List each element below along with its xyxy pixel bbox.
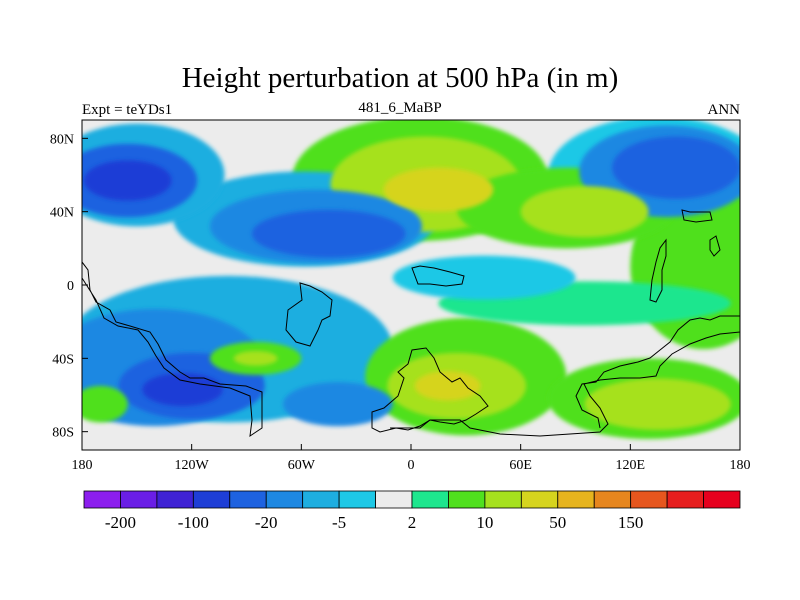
contour-region [383, 167, 494, 212]
colorbar-label: 10 [476, 513, 493, 532]
contour-region [612, 136, 740, 199]
axes: 180 120W 60W 0 60E 120E 180 80N 40N 0 40S 80S [50, 132, 751, 473]
case-label: 481_6_MaBP [358, 100, 442, 116]
colorbar-label: 50 [549, 513, 566, 532]
contour-region [520, 186, 649, 238]
y-tick-label: 40N [50, 206, 74, 221]
colorbar-swatch [520, 490, 559, 509]
coastlines [82, 209, 740, 438]
coastline-south-america [285, 282, 333, 347]
contour-region [233, 351, 278, 366]
x-tick-label: 180 [72, 458, 93, 473]
contour-region [414, 371, 481, 401]
coastline-eurasia [411, 265, 465, 287]
contour-region [83, 160, 172, 201]
contour-region [251, 209, 406, 258]
contour-region [392, 255, 576, 300]
colorbar-swatch [484, 490, 522, 509]
contour-region [142, 373, 223, 406]
x-tick-label: 180 [730, 458, 751, 473]
contour-region [82, 385, 128, 423]
x-tick-label: 120W [175, 458, 210, 473]
colorbar-swatch [375, 490, 413, 509]
colorbar-swatch [411, 490, 449, 509]
chart-title: Height perturbation at 500 hPa (in m) [181, 62, 619, 94]
colorbar: -200 -100 -20 -5 2 10 50 150 [83, 490, 741, 532]
coastline-africa [371, 347, 489, 433]
x-tick-label: 0 [408, 458, 415, 473]
y-tick-label: 40S [52, 352, 74, 367]
x-tick-label: 120E [616, 458, 646, 473]
coastline-antarctic-east [390, 315, 740, 437]
x-tick-label: 60W [288, 458, 316, 473]
colorbar-swatch [448, 490, 486, 509]
colorbar-swatch [593, 490, 632, 509]
contour-region [584, 378, 731, 430]
colorbar-swatch [265, 490, 304, 509]
colorbar-label: 150 [618, 513, 644, 532]
y-tick-label: 80N [50, 132, 74, 147]
colorbar-label: -5 [332, 513, 346, 532]
coastline-antarctica [82, 261, 263, 438]
season-label: ANN [707, 102, 741, 118]
colorbar-swatch [630, 490, 668, 509]
colorbar-swatch [557, 490, 595, 509]
colorbar-swatch [338, 490, 376, 509]
colorbar-label: -200 [105, 513, 136, 532]
colorbar-swatch [156, 490, 194, 509]
contour-region [283, 382, 393, 427]
colorbar-label: -20 [255, 513, 278, 532]
colorbar-swatch [83, 490, 121, 509]
coastline-japan [709, 235, 721, 257]
colorbar-swatch [703, 490, 741, 509]
coastline-asia [649, 238, 667, 303]
colorbar-label: -100 [178, 513, 209, 532]
y-tick-label: 0 [67, 279, 74, 294]
colorbar-swatch [302, 490, 340, 509]
colorbar-swatch [666, 490, 704, 509]
x-tick-label: 60E [509, 458, 532, 473]
colorbar-swatch [229, 490, 267, 509]
colorbar-swatch [192, 490, 231, 509]
colorbar-label: 2 [408, 513, 417, 532]
colorbar-swatch [120, 490, 158, 509]
y-tick-label: 80S [52, 426, 74, 441]
experiment-label: Expt = teYDs1 [82, 102, 173, 118]
coastline-kamchatka [681, 209, 713, 223]
height-field [82, 120, 740, 450]
